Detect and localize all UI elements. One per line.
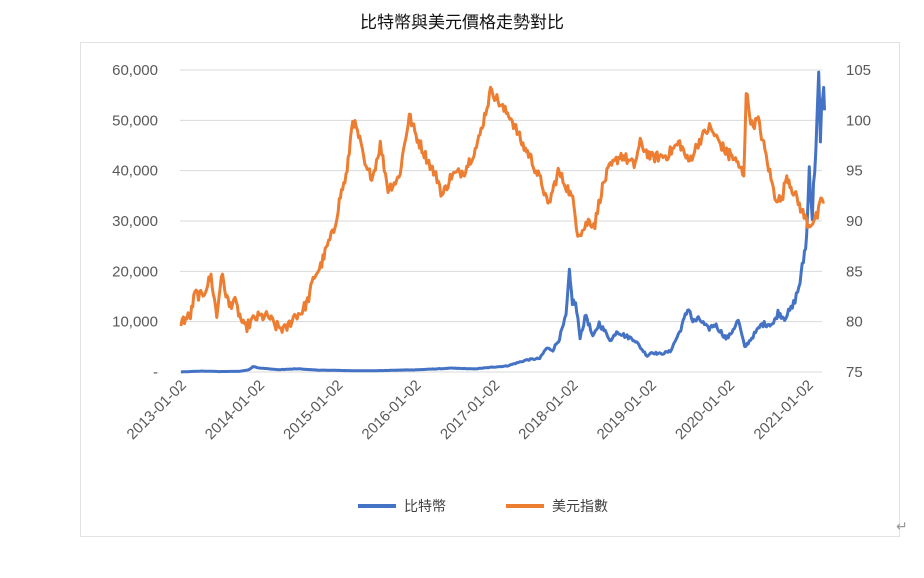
legend: 比特幣 美元指數 [358,499,608,515]
chart-title: 比特幣與美元價格走勢對比 [360,13,564,33]
y-left-tick-label: 30,000 [112,213,158,230]
y-axis-left-ticks: - 10,000 20,000 30,000 40,000 50,000 60,000 [112,62,158,381]
series-line-dollar-index [179,85,825,334]
y-left-tick-label: 10,000 [112,314,158,331]
y-right-tick-label: 90 [846,213,863,230]
x-tick-label: 2016-01-02 [359,377,425,443]
x-tick-label: 2014-01-02 [202,377,268,443]
x-tick-label: 2015-01-02 [280,377,346,443]
series-line-bitcoin [180,70,826,374]
x-tick-label: 2017-01-02 [437,377,503,443]
legend-label: 美元指數 [552,499,608,515]
y-right-tick-label: 75 [846,364,863,381]
y-left-tick-label: - [153,364,158,381]
y-right-tick-label: 85 [846,263,863,280]
y-left-tick-label: 60,000 [112,62,158,79]
y-right-tick-label: 100 [846,112,871,129]
legend-label: 比特幣 [404,499,446,515]
y-left-tick-label: 40,000 [112,163,158,180]
x-tick-label: 2021-01-02 [751,377,817,443]
y-axis-right-ticks: 75 80 85 90 95 100 105 [846,62,871,381]
y-right-tick-label: 95 [846,163,863,180]
x-tick-label: 2020-01-02 [672,377,738,443]
chart-frame [80,42,900,537]
y-left-tick-label: 20,000 [112,263,158,280]
return-mark: ↵ [896,519,908,535]
y-right-tick-label: 105 [846,62,871,79]
y-right-tick-label: 80 [846,314,863,331]
x-tick-label: 2018-01-02 [515,377,581,443]
series-lines [179,70,826,374]
gridlines [180,69,822,373]
y-left-tick-label: 50,000 [112,112,158,129]
x-tick-label: 2019-01-02 [594,377,660,443]
x-axis-ticks: 2013-01-02 2014-01-02 2015-01-02 2016-01-02… [124,377,817,443]
x-tick-label: 2013-01-02 [124,377,190,443]
